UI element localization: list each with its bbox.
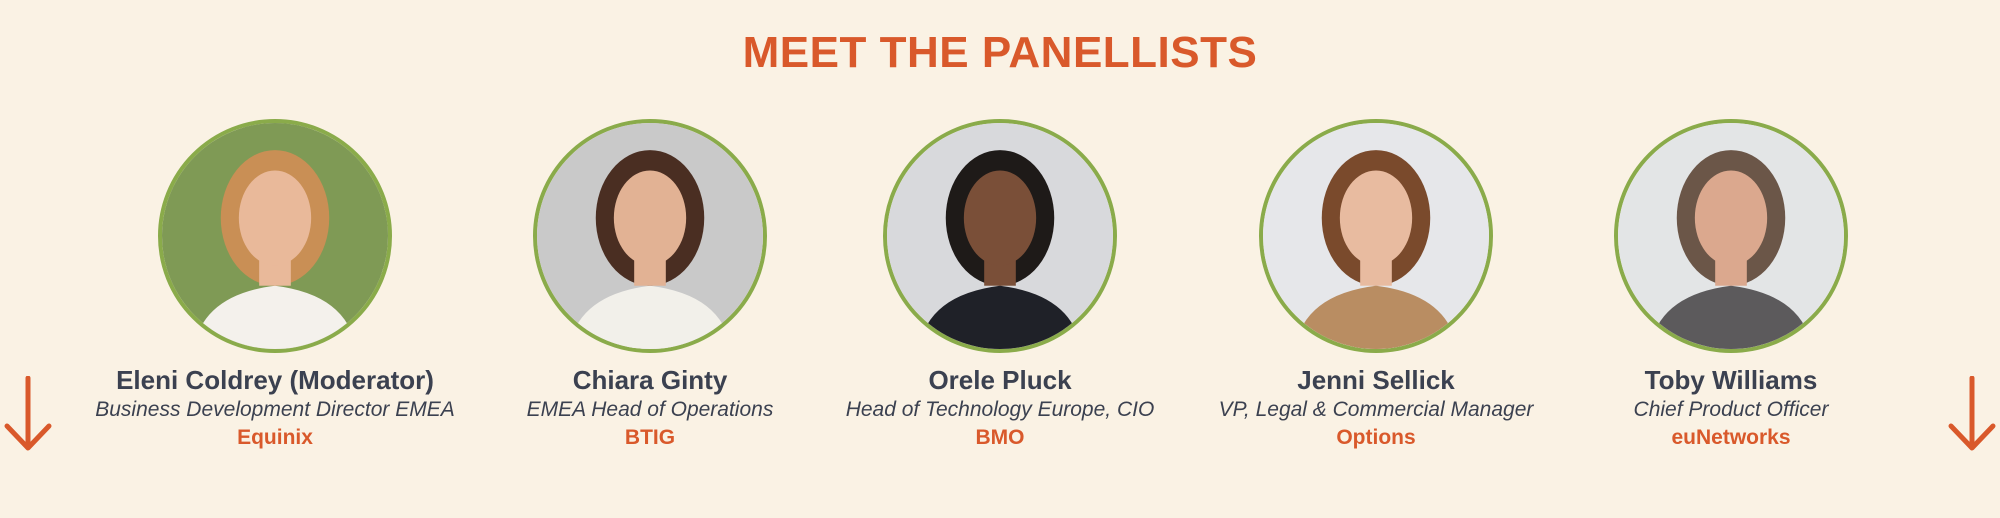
panellist-name: Chiara Ginty: [572, 365, 728, 395]
panellist-photo: [158, 119, 392, 353]
panellist-card: Toby Williams Chief Product Officer euNe…: [1521, 119, 1941, 451]
panellist-card: Eleni Coldrey (Moderator) Business Devel…: [65, 119, 485, 451]
panellist-role: VP, Legal & Commercial Manager: [1218, 398, 1534, 421]
panellist-company: Equinix: [237, 426, 313, 449]
panellist-name: Orele Pluck: [928, 365, 1072, 395]
panellist-card: Jenni Sellick VP, Legal & Commercial Man…: [1166, 119, 1586, 451]
panellist-name: Jenni Sellick: [1297, 365, 1455, 395]
panellist-photo: [1259, 119, 1493, 353]
panellist-card: Chiara Ginty EMEA Head of Operations BTI…: [440, 119, 860, 451]
panellist-name: Eleni Coldrey (Moderator): [116, 365, 434, 395]
panellist-role: Business Development Director EMEA: [95, 398, 455, 421]
panellist-name: Toby Williams: [1644, 365, 1818, 395]
panellist-role: EMEA Head of Operations: [526, 398, 774, 421]
arrow-down-icon[interactable]: [3, 376, 53, 452]
panellist-role: Chief Product Officer: [1633, 398, 1829, 421]
section-title: MEET THE PANELLISTS: [742, 28, 1258, 77]
panellist-company: BTIG: [624, 426, 676, 449]
panellist-company: BMO: [975, 426, 1025, 449]
panellist-card: Orele Pluck Head of Technology Europe, C…: [790, 119, 1210, 451]
arrow-down-icon[interactable]: [1947, 376, 1997, 452]
panellist-company: Options: [1336, 426, 1416, 449]
panellist-photo: [1614, 119, 1848, 353]
panellist-photo: [533, 119, 767, 353]
panellist-role: Head of Technology Europe, CIO: [845, 398, 1155, 421]
panellist-photo: [883, 119, 1117, 353]
panellist-company: euNetworks: [1671, 426, 1791, 449]
